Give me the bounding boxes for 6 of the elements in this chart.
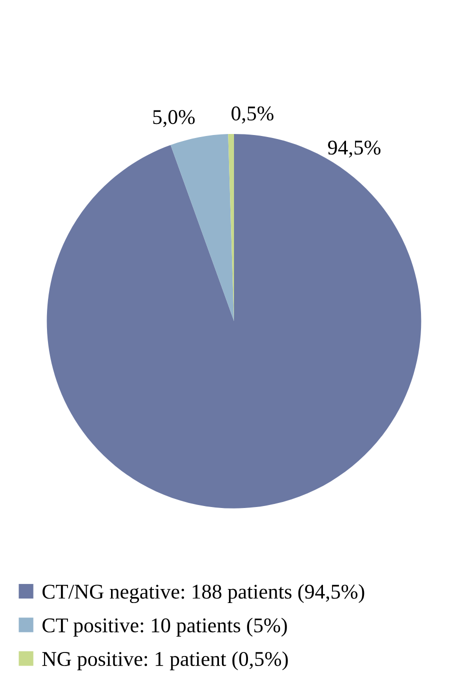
legend-label: CT positive: 10 patients (5%) [42,618,287,637]
legend-label: NG positive: 1 patient (0,5%) [42,651,288,670]
legend-label: CT/NG negative: 188 patients (94,5%) [42,584,364,604]
data-label: 5,0% [153,110,195,128]
data-label: 0,5% [232,106,274,124]
data-label: 94,5% [328,140,380,158]
